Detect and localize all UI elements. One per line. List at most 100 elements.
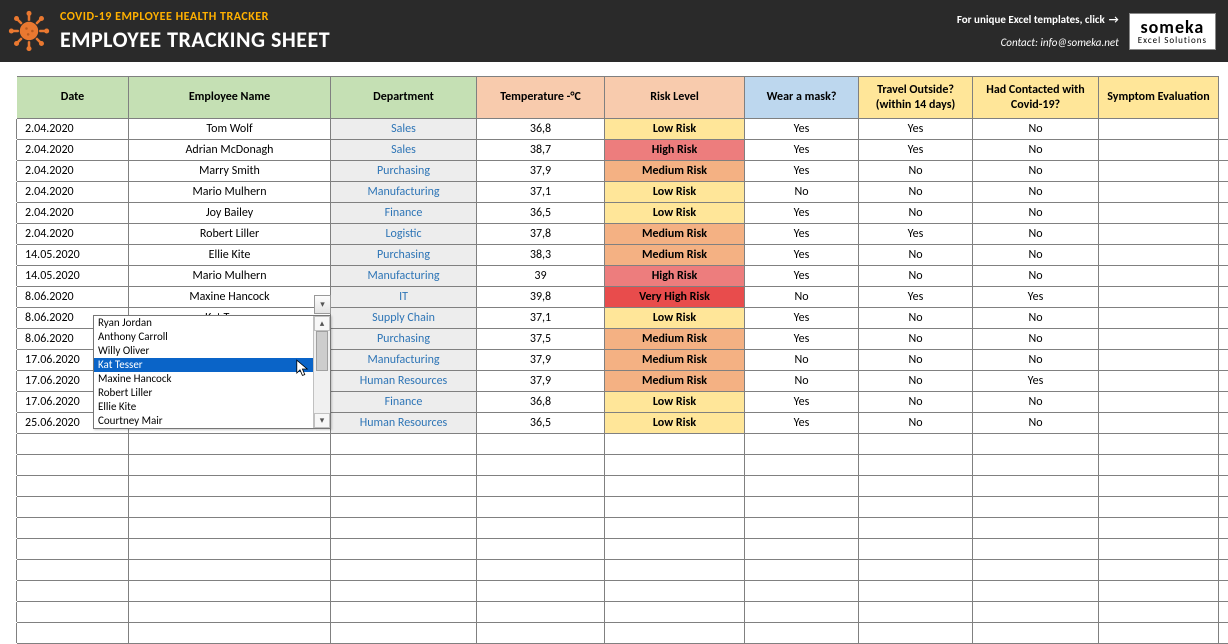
empty-cell[interactable]	[1, 476, 17, 497]
empty-cell[interactable]	[477, 455, 605, 476]
empty-cell[interactable]	[973, 518, 1099, 539]
empty-cell[interactable]	[331, 560, 477, 581]
cell-department[interactable]: Sales	[331, 140, 477, 161]
empty-cell[interactable]	[1099, 560, 1219, 581]
empty-cell[interactable]	[973, 497, 1099, 518]
empty-cell[interactable]	[605, 497, 745, 518]
cell-temperature[interactable]: 38,7	[477, 140, 605, 161]
cell-mask[interactable]: Yes	[745, 413, 859, 434]
column-header[interactable]: Symptom Evaluation	[1099, 77, 1219, 119]
cell-mask[interactable]: Yes	[745, 140, 859, 161]
cell-temperature[interactable]: 37,9	[477, 350, 605, 371]
cell-temperature[interactable]: 39,8	[477, 287, 605, 308]
employee-dropdown-list[interactable]: Ryan JordanAnthony CarrollWilly OliverKa…	[93, 315, 331, 429]
empty-cell[interactable]	[745, 434, 859, 455]
empty-cell[interactable]	[1219, 539, 1228, 560]
cell-employee[interactable]: Joy Bailey	[129, 203, 331, 224]
cell-date[interactable]: 2.04.2020	[17, 161, 129, 182]
empty-cell[interactable]	[1099, 539, 1219, 560]
empty-cell[interactable]	[331, 455, 477, 476]
cell-department[interactable]: Manufacturing	[331, 182, 477, 203]
empty-cell[interactable]	[1099, 476, 1219, 497]
column-header[interactable]: Date	[17, 77, 129, 119]
cell-temperature[interactable]: 39	[477, 266, 605, 287]
cell-temperature[interactable]: 36,8	[477, 392, 605, 413]
empty-cell[interactable]	[973, 581, 1099, 602]
cell-mask[interactable]: Yes	[745, 308, 859, 329]
cell-mask[interactable]: Yes	[745, 161, 859, 182]
empty-cell[interactable]	[973, 623, 1099, 644]
cell-department[interactable]: Human Resources	[331, 371, 477, 392]
cell-contact[interactable]: No	[973, 119, 1099, 140]
cell-date[interactable]: 14.05.2020	[17, 245, 129, 266]
empty-cell[interactable]	[745, 623, 859, 644]
cell-travel[interactable]: No	[859, 308, 973, 329]
cell-date[interactable]: 2.04.2020	[17, 119, 129, 140]
empty-cell[interactable]	[17, 476, 129, 497]
cell-temperature[interactable]: 38,3	[477, 245, 605, 266]
cell-mask[interactable]: No	[745, 350, 859, 371]
empty-cell[interactable]	[1, 581, 17, 602]
cell-date[interactable]: 2.04.2020	[17, 203, 129, 224]
empty-cell[interactable]	[17, 518, 129, 539]
empty-cell[interactable]	[1219, 581, 1228, 602]
empty-cell[interactable]	[1, 539, 17, 560]
empty-cell[interactable]	[331, 602, 477, 623]
empty-cell[interactable]	[1219, 560, 1228, 581]
cell-mask[interactable]: Yes	[745, 392, 859, 413]
empty-cell[interactable]	[745, 560, 859, 581]
empty-cell[interactable]	[17, 455, 129, 476]
empty-cell[interactable]	[973, 539, 1099, 560]
cell-department[interactable]: Logistic	[331, 224, 477, 245]
empty-cell[interactable]	[1099, 623, 1219, 644]
cell-employee[interactable]: Adrian McDonagh	[129, 140, 331, 161]
empty-cell[interactable]	[745, 497, 859, 518]
empty-cell[interactable]	[859, 623, 973, 644]
empty-cell[interactable]	[1, 518, 17, 539]
cell-employee[interactable]: Marry Smith	[129, 161, 331, 182]
dropdown-scrollbar[interactable]: ▴ ▾	[313, 316, 330, 428]
dropdown-option[interactable]: Courtney Mair	[94, 414, 330, 428]
empty-cell[interactable]	[605, 560, 745, 581]
cell-date[interactable]: 14.05.2020	[17, 266, 129, 287]
empty-cell[interactable]	[973, 455, 1099, 476]
cell-contact[interactable]: No	[973, 182, 1099, 203]
empty-cell[interactable]	[331, 434, 477, 455]
column-header[interactable]: Travel Outside? (within 14 days)	[859, 77, 973, 119]
cell-temperature[interactable]: 37,9	[477, 161, 605, 182]
scroll-thumb[interactable]	[316, 331, 328, 371]
cell-employee[interactable]: Ellie Kite	[129, 245, 331, 266]
dropdown-option[interactable]: Ryan Jordan	[94, 316, 330, 330]
empty-cell[interactable]	[1099, 602, 1219, 623]
employee-dropdown-button[interactable]: ▾	[314, 295, 331, 314]
empty-cell[interactable]	[477, 476, 605, 497]
cell-mask[interactable]: Yes	[745, 203, 859, 224]
cell-symptom[interactable]	[1099, 203, 1219, 224]
cell-contact[interactable]: No	[973, 224, 1099, 245]
empty-cell[interactable]	[1219, 455, 1228, 476]
empty-cell[interactable]	[973, 602, 1099, 623]
cell-department[interactable]: Finance	[331, 392, 477, 413]
cell-mask[interactable]: Yes	[745, 266, 859, 287]
dropdown-option[interactable]: Robert Liller	[94, 386, 330, 400]
cell-contact[interactable]: No	[973, 308, 1099, 329]
cell-symptom[interactable]	[1099, 182, 1219, 203]
cell-mask[interactable]: Yes	[745, 245, 859, 266]
cell-symptom[interactable]	[1099, 413, 1219, 434]
empty-cell[interactable]	[1, 497, 17, 518]
cell-contact[interactable]: No	[973, 203, 1099, 224]
cell-contact[interactable]: Yes	[973, 287, 1099, 308]
dropdown-option[interactable]: Ellie Kite	[94, 400, 330, 414]
cell-symptom[interactable]	[1099, 371, 1219, 392]
dropdown-option[interactable]: Anthony Carroll	[94, 330, 330, 344]
cell-mask[interactable]: No	[745, 182, 859, 203]
cell-travel[interactable]: Yes	[859, 224, 973, 245]
cell-travel[interactable]: No	[859, 182, 973, 203]
cell-symptom[interactable]	[1099, 308, 1219, 329]
empty-cell[interactable]	[605, 476, 745, 497]
cell-temperature[interactable]: 36,8	[477, 119, 605, 140]
empty-cell[interactable]	[1219, 434, 1228, 455]
empty-cell[interactable]	[17, 434, 129, 455]
empty-cell[interactable]	[973, 476, 1099, 497]
cell-department[interactable]: Purchasing	[331, 245, 477, 266]
